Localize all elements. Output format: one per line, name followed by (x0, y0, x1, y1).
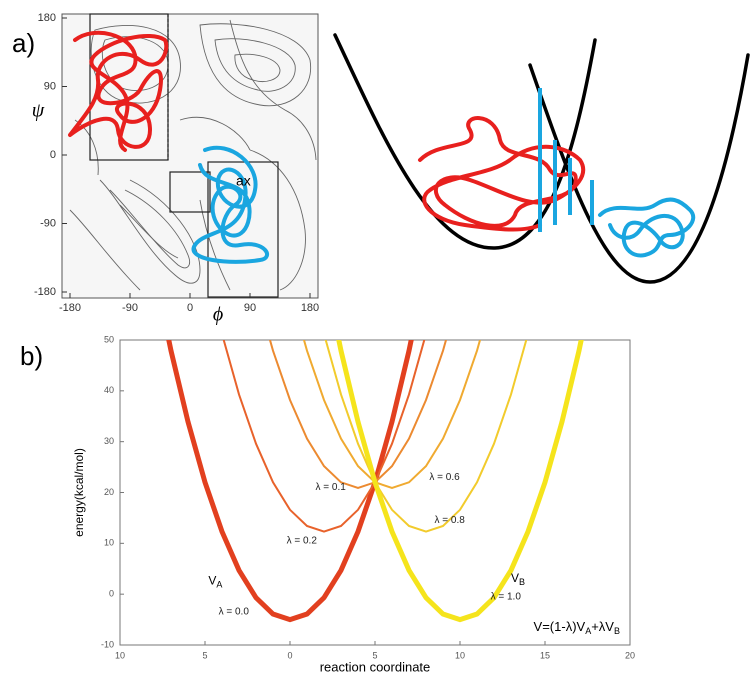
window-bars (538, 88, 594, 232)
annotation-sub: A (216, 580, 222, 590)
x-tick-label: -90 (122, 302, 138, 314)
ramachandran-frame (61, 13, 319, 299)
panel-label: a) (12, 28, 35, 58)
y-tick-label: -10 (101, 639, 114, 649)
formula-sub: A (585, 626, 591, 636)
curve-label: λ = 0.1 (316, 482, 347, 493)
x-tick-label: 5 (202, 650, 207, 660)
ramachandran-axes: -180 -90 0 90 180 -180 -90 0 90 180 ϕ ψ (32, 12, 319, 326)
curve (302, 340, 482, 489)
annotation: ax (236, 173, 251, 189)
x-tick-label: 20 (625, 650, 635, 660)
y-tick-label: 10 (104, 538, 114, 548)
x-tick-label: 5 (372, 650, 377, 660)
formula-sub: B (614, 626, 620, 636)
plot-frame (119, 339, 631, 646)
curve-label: λ = 0.2 (287, 535, 318, 546)
y-tick-label: 30 (104, 436, 114, 446)
curve-label: λ = 0.8 (435, 515, 466, 526)
y-tick-label: -90 (40, 217, 56, 229)
annotation: VA (208, 574, 222, 590)
y-axis-label: energy(kcal/mol) (72, 448, 86, 537)
trajectory-b (191, 145, 269, 264)
trajectory-a (68, 30, 169, 152)
x-tick-label: 0 (287, 650, 292, 660)
y-tick-label: 180 (38, 12, 56, 24)
formula-text: V=(1-λ)V (534, 619, 586, 634)
well-b (528, 53, 750, 284)
x-axis-label: reaction coordinate (320, 659, 431, 674)
y-tick-label: 90 (44, 80, 56, 92)
curve (324, 340, 528, 533)
annotation-text: V (511, 571, 519, 585)
curve (222, 340, 426, 533)
trajectory-a (418, 116, 586, 232)
x-axis-label: ϕ (213, 304, 223, 326)
y-axis-label: ψ (32, 100, 45, 122)
curve-label: λ = 0.0 (219, 607, 250, 618)
x-tick-label: 10 (455, 650, 465, 660)
curve-label: λ = 1.0 (491, 591, 522, 602)
x-tick-label: 10 (115, 650, 125, 660)
x-tick-label: 90 (244, 302, 256, 314)
y-tick-label: 20 (104, 487, 114, 497)
curve (268, 340, 448, 489)
panel-label: b) (20, 341, 43, 371)
trajectory-b (598, 197, 696, 258)
annotations: λ = 0.0 λ = 0.2 λ = 0.1 λ = 0.6 λ = 0.8 λ = 1… (208, 472, 620, 636)
y-tick-label: -180 (34, 286, 56, 298)
annotation: VB (511, 571, 525, 587)
curves (166, 340, 584, 623)
curve-label: λ = 0.6 (429, 472, 460, 483)
x-tick-label: 15 (540, 650, 550, 660)
annotation-text: V (208, 574, 216, 588)
formula-text: +λV (591, 619, 614, 634)
well-a (333, 33, 597, 250)
x-tick-label: -180 (59, 302, 81, 314)
region-boxes (89, 13, 279, 298)
y-tick-label: 0 (50, 149, 56, 161)
y-tick-label: 40 (104, 385, 114, 395)
x-tick-label: 180 (301, 302, 319, 314)
annotation-sub: B (519, 577, 525, 587)
formula: V=(1-λ)VA+λVB (534, 619, 620, 636)
y-tick-label: 0 (109, 589, 114, 599)
curve (336, 340, 584, 623)
y-tick-label: 50 (104, 334, 114, 344)
x-tick-label: 0 (187, 302, 193, 314)
curve (166, 340, 414, 623)
